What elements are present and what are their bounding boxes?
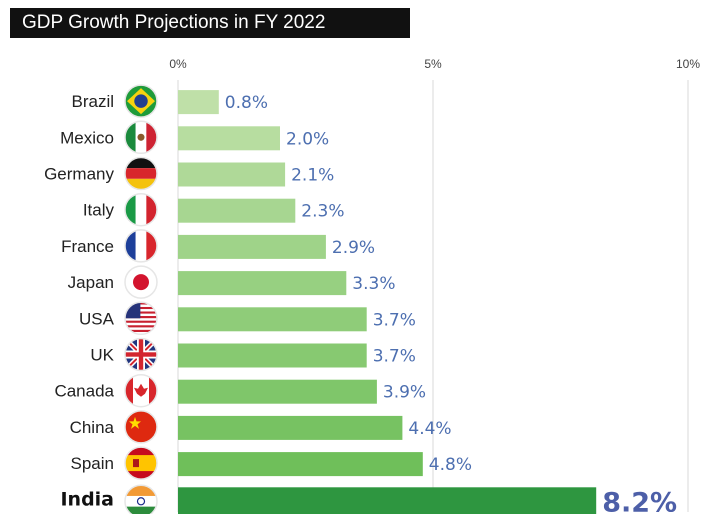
data-label: 3.7% bbox=[373, 347, 416, 367]
india-flag-icon bbox=[124, 484, 158, 514]
data-label: 2.0% bbox=[286, 129, 329, 149]
data-label: 4.8% bbox=[429, 455, 472, 475]
category-label: Canada bbox=[54, 382, 114, 401]
bar-japan bbox=[178, 271, 347, 296]
data-label: 4.4% bbox=[408, 419, 451, 439]
category-label: Germany bbox=[44, 165, 114, 184]
bar-germany bbox=[178, 162, 286, 187]
mexico-flag-icon bbox=[124, 120, 158, 155]
data-label: 2.1% bbox=[291, 166, 334, 186]
x-tick-label: 10% bbox=[676, 57, 700, 71]
bar-spain bbox=[178, 452, 423, 477]
spain-flag-icon bbox=[124, 446, 158, 480]
bar-uk bbox=[178, 343, 367, 368]
canada-flag-icon bbox=[124, 373, 158, 408]
bar-china bbox=[178, 415, 403, 440]
germany-flag-icon bbox=[124, 156, 158, 191]
data-label: 3.7% bbox=[373, 310, 416, 330]
data-label: 3.3% bbox=[352, 274, 395, 294]
category-label: Spain bbox=[71, 454, 114, 473]
chart-title: GDP Growth Projections in FY 2022 bbox=[10, 8, 410, 38]
category-label: Brazil bbox=[71, 92, 114, 111]
china-flag-icon bbox=[124, 410, 158, 444]
category-label: India bbox=[60, 488, 114, 510]
france-flag-icon bbox=[124, 229, 158, 263]
italy-flag-icon bbox=[124, 192, 158, 227]
data-label: 8.2% bbox=[602, 487, 677, 514]
bar-canada bbox=[178, 379, 377, 404]
bar-italy bbox=[178, 198, 296, 223]
category-label: UK bbox=[90, 346, 114, 365]
usa-flag-icon bbox=[124, 301, 158, 336]
bar-india bbox=[178, 487, 597, 514]
japan-flag-icon bbox=[124, 265, 158, 299]
category-label: USA bbox=[79, 309, 115, 328]
data-label: 2.9% bbox=[332, 238, 375, 258]
bar-usa bbox=[178, 307, 367, 332]
data-label: 2.3% bbox=[301, 202, 344, 222]
category-label: China bbox=[70, 418, 115, 437]
category-label: Mexico bbox=[60, 128, 114, 147]
bar-brazil bbox=[178, 90, 219, 115]
bar-mexico bbox=[178, 126, 280, 151]
brazil-flag-icon bbox=[124, 84, 158, 118]
x-tick-label: 0% bbox=[169, 57, 187, 71]
category-label: France bbox=[61, 237, 114, 256]
x-tick-label: 5% bbox=[424, 57, 442, 71]
data-label: 3.9% bbox=[383, 383, 426, 403]
category-label: Italy bbox=[83, 201, 115, 220]
bar-france bbox=[178, 234, 326, 259]
category-label: Japan bbox=[68, 273, 114, 292]
uk-flag-icon bbox=[124, 337, 158, 372]
data-label: 0.8% bbox=[225, 93, 268, 113]
